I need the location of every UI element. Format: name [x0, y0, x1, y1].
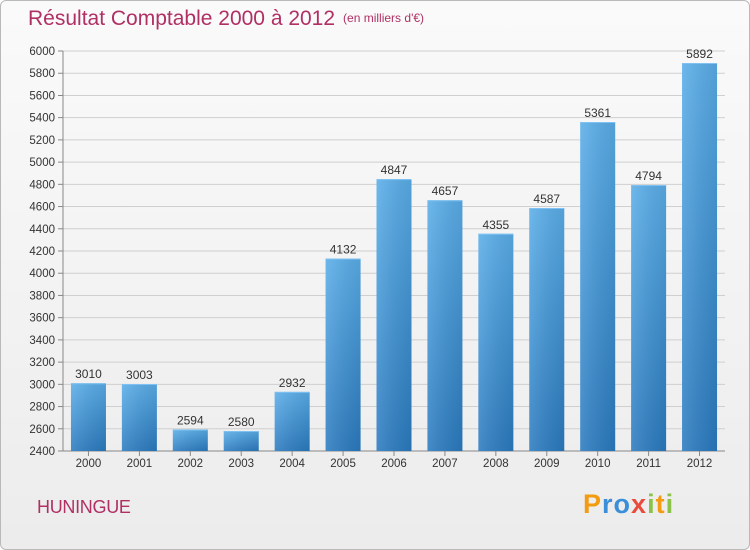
- x-tick-label: 2000: [76, 458, 102, 470]
- x-tick-label: 2011: [636, 458, 661, 470]
- bar-shade: [172, 429, 208, 451]
- logo-letter: o: [613, 489, 632, 519]
- bar-shade: [529, 208, 565, 451]
- y-tick-label: 4400: [29, 224, 55, 236]
- y-tick-label: 5800: [29, 68, 55, 80]
- x-tick-label: 2012: [687, 458, 713, 470]
- logo-letter: r: [602, 489, 614, 519]
- proxiti-logo: Proxiti: [583, 489, 674, 520]
- data-label: 4355: [482, 218, 509, 232]
- bar-shade: [376, 179, 412, 451]
- x-tick-label: 2003: [228, 458, 254, 470]
- x-tick-label: 2006: [381, 458, 407, 470]
- bar-shade: [70, 383, 106, 451]
- y-tick-label: 5600: [29, 90, 55, 102]
- x-tick-label: 2005: [330, 458, 356, 470]
- y-tick-label: 2800: [29, 402, 55, 414]
- logo-letter: i: [647, 489, 656, 519]
- chart-title: Résultat Comptable 2000 à 2012 (en millie…: [28, 7, 424, 31]
- bar-shade: [274, 391, 310, 451]
- data-label: 5361: [584, 106, 611, 120]
- bar-shade: [580, 122, 616, 451]
- y-tick-label: 3000: [29, 379, 55, 391]
- bar-shade: [427, 200, 463, 451]
- x-tick-label: 2001: [127, 458, 153, 470]
- x-tick-label: 2007: [432, 458, 458, 470]
- data-label: 4587: [533, 192, 560, 206]
- x-tick-label: 2002: [178, 458, 204, 470]
- bar-shade: [478, 233, 514, 451]
- data-label: 5892: [686, 47, 713, 61]
- bar-shade: [682, 63, 718, 451]
- y-tick-label: 4200: [29, 246, 55, 258]
- x-tick-label: 2004: [279, 458, 305, 470]
- data-label: 2932: [279, 376, 306, 390]
- bar-shade: [223, 431, 259, 451]
- data-label: 4794: [635, 169, 662, 183]
- y-tick-label: 2400: [29, 446, 55, 458]
- y-tick-label: 3600: [29, 313, 55, 325]
- data-label: 2580: [228, 415, 255, 429]
- y-tick-label: 3800: [29, 290, 55, 302]
- commune-name: HUNINGUE: [37, 497, 131, 517]
- y-tick-label: 4000: [29, 268, 55, 280]
- chart-subtitle: (en milliers d'€): [343, 11, 425, 25]
- y-tick-label: 6000: [29, 46, 55, 58]
- data-label: 3003: [126, 368, 153, 382]
- logo-letter: x: [631, 489, 648, 519]
- y-tick-label: 4800: [29, 179, 55, 191]
- data-label: 2594: [177, 413, 204, 427]
- bar-shade: [121, 384, 157, 451]
- bar-shade: [631, 185, 667, 451]
- data-label: 4657: [432, 184, 459, 198]
- y-tick-label: 3200: [29, 357, 55, 369]
- chart-title-text: Résultat Comptable 2000 à 2012: [28, 7, 336, 30]
- y-tick-label: 5000: [29, 157, 55, 169]
- x-tick-label: 2008: [483, 458, 509, 470]
- bar-shade: [325, 258, 361, 451]
- data-label: 4847: [381, 163, 408, 177]
- data-label: 3010: [75, 367, 102, 381]
- y-tick-label: 2600: [29, 424, 55, 436]
- y-tick-label: 3400: [29, 335, 55, 347]
- x-tick-label: 2010: [585, 458, 611, 470]
- data-label: 4132: [330, 243, 357, 257]
- x-tick-label: 2009: [534, 458, 560, 470]
- logo-letter: P: [583, 489, 603, 519]
- y-tick-label: 4600: [29, 202, 55, 214]
- y-tick-label: 5400: [29, 113, 55, 125]
- y-tick-label: 5200: [29, 135, 55, 147]
- logo-letter: i: [665, 489, 675, 519]
- logo-letter: t: [655, 489, 666, 519]
